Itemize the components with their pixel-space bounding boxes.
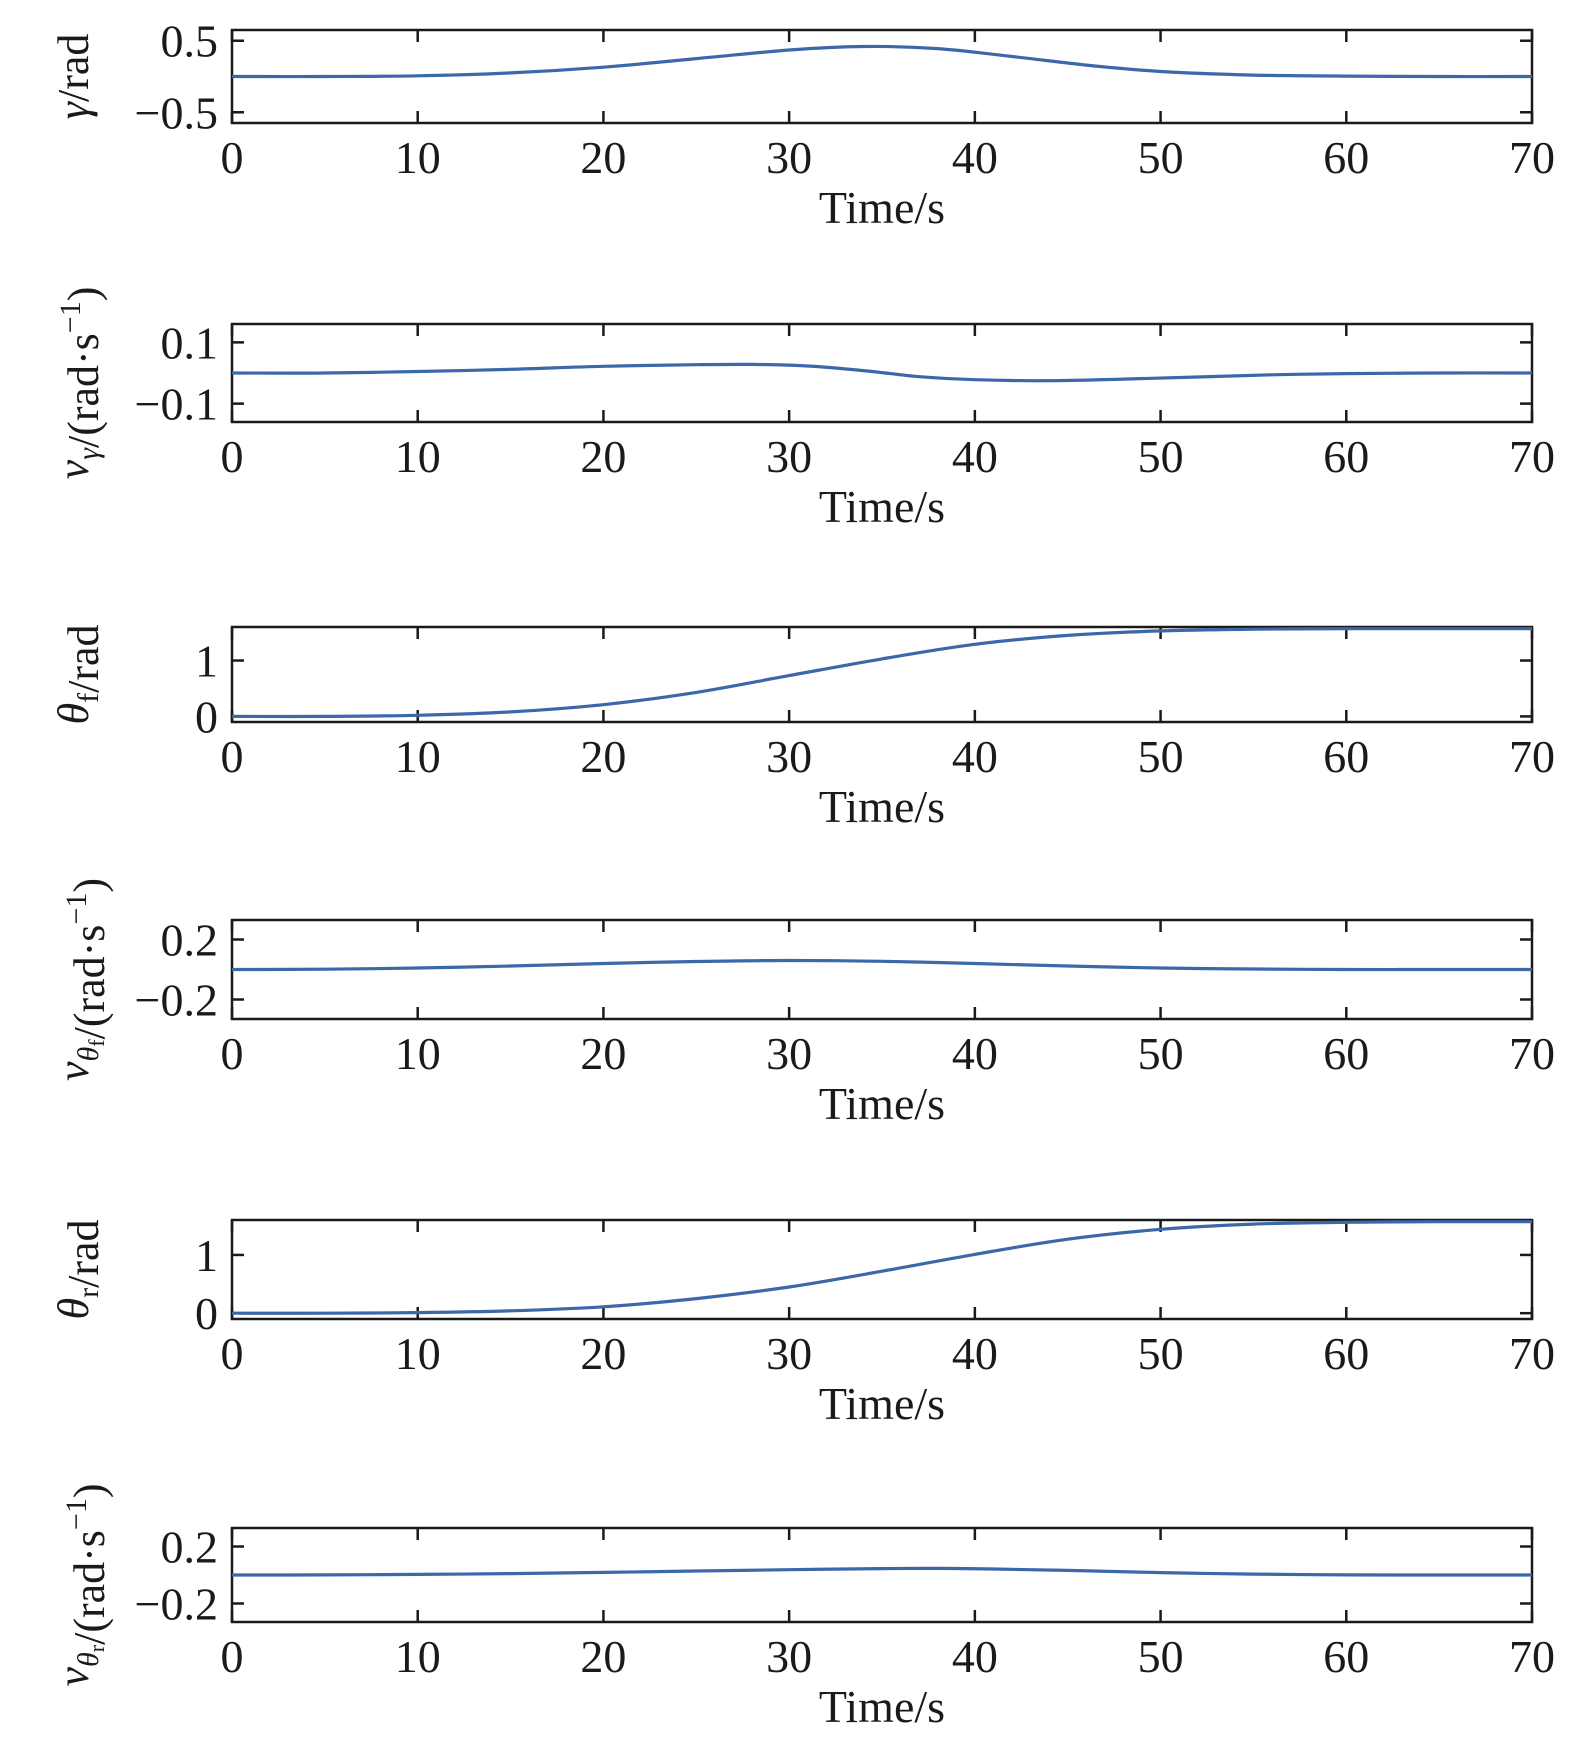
x-tick-label: 30	[766, 1631, 812, 1682]
x-tick-label: 20	[580, 431, 626, 482]
x-tick-label: 50	[1138, 431, 1184, 482]
y-axis-label: vγ/(rad·s−1)	[49, 287, 108, 480]
y-axis-label: vθf/(rad·s−1)	[49, 878, 114, 1081]
series-line	[231, 1220, 1532, 1315]
x-axis-title: Time/s	[819, 1378, 945, 1429]
y-tick-label: 0.1	[161, 317, 219, 368]
x-tick-label: 50	[1138, 132, 1184, 183]
x-tick-label: 30	[766, 1028, 812, 1079]
y-axis-label: γ/rad	[49, 34, 98, 120]
x-tick-label: 70	[1509, 431, 1555, 482]
y-tick-label: −0.1	[135, 379, 218, 430]
x-tick-label: 50	[1138, 1028, 1184, 1079]
x-tick-label: 40	[952, 1328, 998, 1379]
x-tick-label: 0	[221, 132, 244, 183]
y-tick-label: −0.2	[135, 1578, 218, 1629]
y-tick-label: 0	[195, 1288, 218, 1339]
subplot-6: 0 10 20 30 40 50 60 70 0.2−0.2 Time/s vθr/(rad·s−1…	[49, 1483, 1555, 1732]
x-tick-label: 20	[580, 1328, 626, 1379]
x-tick-label: 0	[221, 731, 244, 782]
x-tick-label: 60	[1323, 1631, 1369, 1682]
x-tick-label: 60	[1323, 1028, 1369, 1079]
x-axis-title: Time/s	[819, 481, 945, 532]
x-axis-title: Time/s	[819, 1681, 945, 1732]
x-tick-label: 0	[221, 1328, 244, 1379]
series-line	[231, 627, 1532, 719]
y-axis-label: θf/rad	[49, 624, 108, 724]
x-axis-title: Time/s	[819, 1078, 945, 1129]
x-tick-label: 40	[952, 431, 998, 482]
x-tick-label: 60	[1323, 431, 1369, 482]
x-axis-title: Time/s	[819, 781, 945, 832]
x-tick-label: 30	[766, 132, 812, 183]
y-axis-label: vθr/(rad·s−1)	[49, 1483, 114, 1686]
x-tick-label: 30	[766, 431, 812, 482]
x-tick-label: 70	[1509, 731, 1555, 782]
x-tick-label: 0	[221, 431, 244, 482]
x-tick-label: 70	[1509, 1028, 1555, 1079]
series-line	[231, 958, 1532, 972]
x-tick-label: 10	[395, 132, 441, 183]
x-tick-label: 10	[395, 1631, 441, 1682]
subplot-1: 0 10 20 30 40 50 60 70 0.5 −0.5 Time/s γ/rad	[49, 16, 1555, 233]
plot-frame	[230, 1218, 1534, 1321]
x-tick-label: 20	[580, 731, 626, 782]
x-tick-label: 40	[952, 731, 998, 782]
subplot-4: 0 10 20 30 40 50 60 70 0.2 −0.2 Time/s vθf/(rad·s−1…	[49, 878, 1555, 1129]
y-tick-label: 0.5	[161, 16, 219, 67]
x-tick-label: 50	[1138, 1631, 1184, 1682]
x-tick-label: 50	[1138, 731, 1184, 782]
x-tick-label: 0	[221, 1631, 244, 1682]
x-tick-label: 20	[580, 1028, 626, 1079]
x-tick-label: 70	[1509, 1328, 1555, 1379]
x-tick-label: 60	[1323, 731, 1369, 782]
y-tick-label: 0.2	[161, 1522, 219, 1573]
x-tick-label: 50	[1138, 1328, 1184, 1379]
x-tick-label: 10	[395, 1028, 441, 1079]
x-tick-label: 10	[395, 1328, 441, 1379]
x-tick-label: 40	[952, 1631, 998, 1682]
y-tick-label: 0	[195, 691, 218, 742]
x-tick-label: 10	[395, 731, 441, 782]
x-tick-label: 70	[1509, 1631, 1555, 1682]
y-tick-label: 1	[195, 636, 218, 687]
x-axis-title: Time/s	[819, 182, 945, 233]
series-line	[231, 1566, 1532, 1577]
x-tick-label: 30	[766, 731, 812, 782]
x-tick-label: 60	[1323, 1328, 1369, 1379]
plot-frame	[230, 625, 1534, 724]
x-tick-label: 70	[1509, 132, 1555, 183]
series-line	[231, 44, 1533, 79]
subplot-2: 0 10 20 30 40 50 60 70 0.1 −0.1 Time/s vγ/(rad·s−1)	[49, 287, 1555, 532]
y-tick-label: −0.5	[135, 87, 218, 138]
x-tick-label: 40	[952, 1028, 998, 1079]
x-tick-label: 20	[580, 1631, 626, 1682]
y-tick-label: 1	[195, 1230, 218, 1281]
y-axis-label: θr/rad	[49, 1219, 108, 1319]
y-tick-label: 0.2	[161, 915, 219, 966]
x-tick-label: 30	[766, 1328, 812, 1379]
x-tick-label: 10	[395, 431, 441, 482]
x-tick-label: 40	[952, 132, 998, 183]
x-tick-label: 20	[580, 132, 626, 183]
x-tick-label: 0	[221, 1028, 244, 1079]
y-tick-label: −0.2	[135, 975, 218, 1026]
x-tick-label: 60	[1323, 132, 1369, 183]
series-line	[231, 362, 1533, 383]
